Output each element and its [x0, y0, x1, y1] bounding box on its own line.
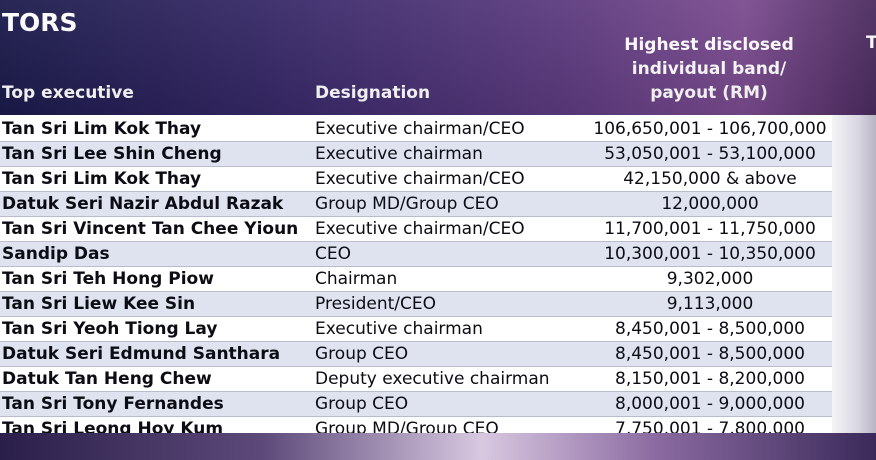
designation-cell: Chairman [315, 269, 398, 289]
executive-name-cell: Sandip Das [2, 244, 110, 264]
table-header-banner: TORS Top executive Designation Highest d… [0, 0, 876, 115]
pay-band-cell: 9,113,000 [666, 294, 754, 314]
footer-banner [0, 433, 876, 460]
table-row: Tan Sri Lim Kok Thay Executive chairman/C… [0, 167, 832, 192]
column-header-executive: Top executive [2, 83, 134, 103]
executive-name-cell: Datuk Tan Heng Chew [2, 369, 212, 389]
pay-band-cell: 11,700,001 - 11,750,000 [604, 219, 816, 239]
column-header-band: Highest disclosed individual band/ payou… [595, 33, 823, 105]
executive-name-cell: Tan Sri Lee Shin Cheng [2, 144, 222, 164]
designation-cell: Deputy executive chairman [315, 369, 550, 389]
table-row: Datuk Tan Heng Chew Deputy executive chai… [0, 367, 832, 392]
designation-cell: Executive chairman [315, 319, 483, 339]
executive-name-cell: Datuk Seri Nazir Abdul Razak [2, 194, 284, 214]
column-header-designation: Designation [315, 83, 431, 103]
table-row: Tan Sri Liew Kee Sin President/CEO 9,113,0… [0, 292, 832, 317]
executive-table: Tan Sri Lim Kok Thay Executive chairman/C… [0, 117, 832, 442]
page-title: TORS [2, 8, 78, 37]
executive-name-cell: Tan Sri Vincent Tan Chee Yioun [2, 219, 299, 239]
column-header-clipped: T [866, 33, 876, 53]
designation-cell: Executive chairman/CEO [315, 119, 525, 139]
table-row: Tan Sri Lim Kok Thay Executive chairman/C… [0, 117, 832, 142]
pay-band-cell: 42,150,000 & above [623, 169, 797, 189]
pay-band-cell: 10,300,001 - 10,350,000 [604, 244, 816, 264]
table-row: Datuk Seri Nazir Abdul Razak Group MD/Gro… [0, 192, 832, 217]
pay-band-cell: 8,450,001 - 8,500,000 [615, 319, 805, 339]
executive-name-cell: Tan Sri Teh Hong Piow [2, 269, 214, 289]
column-header-band-line1: Highest disclosed [624, 35, 794, 55]
column-header-band-line3: payout (RM) [650, 83, 768, 103]
executive-name-cell: Datuk Seri Edmund Santhara [2, 344, 281, 364]
designation-cell: Executive chairman [315, 144, 483, 164]
executive-name-cell: Tan Sri Yeoh Tiong Lay [2, 319, 218, 339]
pay-band-cell: 106,650,001 - 106,700,000 [593, 119, 827, 139]
designation-cell: Executive chairman/CEO [315, 219, 525, 239]
executive-name-cell: Tan Sri Lim Kok Thay [2, 119, 202, 139]
designation-cell: Group CEO [315, 394, 409, 414]
table-row: Datuk Seri Edmund Santhara Group CEO 8,450… [0, 342, 832, 367]
column-header-band-line2: individual band/ [631, 59, 787, 79]
table-row: Tan Sri Teh Hong Piow Chairman 9,302,000 [0, 267, 832, 292]
executive-name-cell: Tan Sri Liew Kee Sin [2, 294, 196, 314]
executive-name-cell: Tan Sri Tony Fernandes [2, 394, 224, 414]
table-row: Tan Sri Vincent Tan Chee Yioun Executive … [0, 217, 832, 242]
pay-band-cell: 8,000,001 - 9,000,000 [615, 394, 805, 414]
pay-band-cell: 53,050,001 - 53,100,000 [604, 144, 816, 164]
table-row: Sandip Das CEO 10,300,001 - 10,350,000 [0, 242, 832, 267]
executive-name-cell: Tan Sri Lim Kok Thay [2, 169, 202, 189]
designation-cell: CEO [315, 244, 351, 264]
table-row: Tan Sri Lee Shin Cheng Executive chairman… [0, 142, 832, 167]
designation-cell: President/CEO [315, 294, 437, 314]
table-row: Tan Sri Tony Fernandes Group CEO 8,000,001… [0, 392, 832, 417]
pay-band-cell: 8,450,001 - 8,500,000 [615, 344, 805, 364]
table-row: Tan Sri Yeoh Tiong Lay Executive chairman… [0, 317, 832, 342]
designation-cell: Group MD/Group CEO [315, 194, 499, 214]
pay-band-cell: 9,302,000 [666, 269, 754, 289]
designation-cell: Executive chairman/CEO [315, 169, 525, 189]
right-edge-background [832, 115, 876, 435]
designation-cell: Group CEO [315, 344, 409, 364]
pay-band-cell: 8,150,001 - 8,200,000 [615, 369, 805, 389]
pay-band-cell: 12,000,000 [661, 194, 759, 214]
